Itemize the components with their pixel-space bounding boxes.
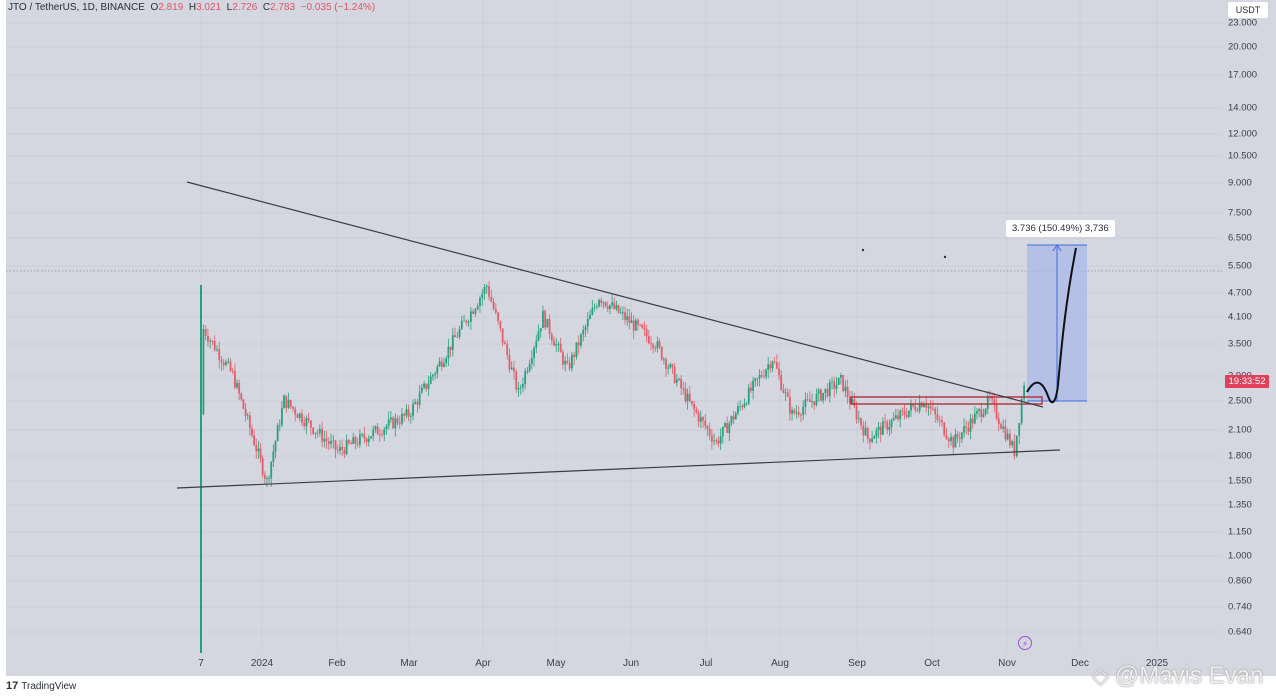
price-tick: 6.500	[1228, 232, 1252, 244]
price-tick: 4.100	[1228, 311, 1252, 323]
time-tick: Jul	[699, 658, 713, 669]
price-tick: 9.000	[1228, 177, 1252, 189]
time-tick: 2025	[1145, 658, 1169, 669]
time-tick: 7	[198, 658, 204, 669]
time-tick: Nov	[998, 658, 1016, 669]
time-tick: May	[546, 658, 566, 669]
price-tick: 1.350	[1228, 499, 1252, 511]
price-tick: 14.000	[1228, 102, 1258, 114]
price-tick: 5.500	[1228, 260, 1252, 272]
brand-name: TradingView	[21, 680, 77, 692]
descending-trendline	[186, 181, 1044, 408]
open-value: 2.819	[158, 2, 184, 13]
change-value: −0.035 (−1.24%)	[300, 2, 376, 13]
symbol-legend: JTO / TetherUS, 1D, BINANCE O2.819 H3.02…	[8, 2, 376, 13]
time-tick: Dec	[1071, 658, 1089, 669]
binance-diamond-icon: ◇	[1092, 663, 1109, 688]
price-tick: 1.550	[1228, 475, 1252, 487]
close-value: 2.783	[270, 2, 296, 13]
price-tick: 1.000	[1228, 550, 1252, 562]
price-tick: 0.740	[1228, 601, 1252, 613]
price-axis[interactable]	[1222, 0, 1276, 676]
tradingview-logo-icon: 17	[6, 680, 19, 692]
price-tick: 4.700	[1228, 287, 1252, 299]
time-tick: Sep	[848, 658, 866, 669]
price-tick: 12.000	[1228, 128, 1258, 140]
price-tick: 3.500	[1228, 338, 1252, 350]
low-value: 2.726	[232, 2, 258, 13]
price-tick: 1.800	[1228, 450, 1252, 462]
price-tick: 0.860	[1228, 575, 1252, 587]
time-tick: Oct	[924, 658, 940, 669]
resistance-zone	[850, 396, 1043, 405]
footer-brand[interactable]: 17 TradingView	[6, 680, 76, 692]
grid-lines	[6, 0, 1222, 652]
price-tick: 23.000	[1228, 17, 1258, 29]
candles	[200, 280, 1025, 653]
time-tick: Jun	[622, 658, 640, 669]
price-tick: 17.000	[1228, 69, 1258, 81]
price-range-label: 3.736 (150.49%) 3,736	[1006, 220, 1115, 237]
price-tick: 1.150	[1228, 526, 1252, 538]
price-tick: 10.500	[1228, 150, 1258, 162]
projected-path	[1026, 247, 1077, 404]
time-tick: Mar	[400, 658, 418, 669]
bar-countdown: 19:33:52	[1225, 375, 1269, 388]
symbol-title: JTO / TetherUS, 1D, BINANCE	[8, 2, 145, 13]
marker-dot	[861, 248, 865, 252]
price-tick: 20.000	[1228, 41, 1258, 53]
price-tick: 0.640	[1228, 626, 1252, 638]
time-tick: 2024	[250, 658, 274, 669]
price-range-arrowhead	[1052, 244, 1062, 252]
high-value: 3.021	[196, 2, 222, 13]
price-tick: 7.500	[1228, 207, 1252, 219]
time-tick: Apr	[475, 658, 491, 669]
watermark: ◇ @Mavis Evan	[1092, 662, 1264, 689]
ascending-trendline	[176, 449, 1061, 489]
lightning-icon[interactable]: ⚡	[1018, 636, 1032, 650]
currency-button[interactable]: USDT	[1228, 2, 1268, 18]
time-tick: Aug	[771, 658, 789, 669]
time-tick: Feb	[328, 658, 346, 669]
marker-dot	[943, 255, 947, 259]
price-tick: 2.500	[1228, 395, 1252, 407]
price-tick: 2.100	[1228, 424, 1252, 436]
